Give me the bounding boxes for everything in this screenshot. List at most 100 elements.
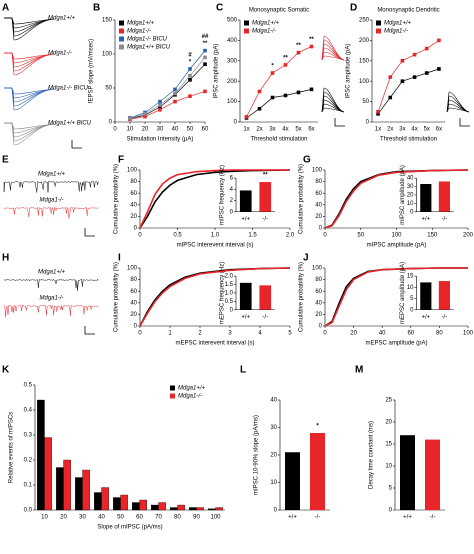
x-tick-label: 30 <box>79 515 86 521</box>
panel-letter: C <box>216 3 223 14</box>
y-tick-label: 20 <box>385 420 392 426</box>
y-tick-label: 200 <box>359 38 370 44</box>
x-axis-label: mEPSC amplitude (pA) <box>365 341 427 347</box>
y-tick-label: 0.0 <box>24 508 33 514</box>
y-axis-label: fEPSP slope (mV/msec) <box>89 39 95 103</box>
trace <box>4 52 55 76</box>
marker <box>388 75 393 79</box>
y-tick-label: 0 <box>410 307 414 313</box>
panel-letter: B <box>93 3 100 14</box>
bar <box>177 504 185 511</box>
marker <box>173 87 177 92</box>
trace-label: Mdga1-/- BICU <box>48 86 89 92</box>
legend-swatch <box>119 28 124 34</box>
trace-label: Mdga1+/+ BICU <box>48 121 92 127</box>
y-tick-label: 0 <box>274 508 278 514</box>
y-tick-label: 10 <box>407 201 414 207</box>
bar <box>82 469 90 511</box>
y-axis-label: IPSC amplitude (pA) <box>346 44 352 99</box>
y-tick-label: 60 <box>315 191 322 197</box>
x-tick-label: 0 <box>113 127 117 133</box>
y-tick-label: 100 <box>312 168 323 174</box>
trace <box>4 122 55 146</box>
x-tick-label: 80 <box>174 515 181 521</box>
y-tick-label: 150 <box>359 58 370 64</box>
x-tick-label: 100 <box>463 331 474 337</box>
marker <box>309 87 314 92</box>
marker <box>203 55 207 60</box>
y-tick-label: 50 <box>105 86 112 92</box>
bar <box>208 508 216 511</box>
x-tick-label: -/- <box>315 515 321 521</box>
y-tick-label: 5 <box>410 296 414 302</box>
y-tick-label: 60 <box>130 289 137 295</box>
bar <box>215 507 223 511</box>
marker <box>424 46 429 51</box>
x-tick-label: 100 <box>391 233 402 239</box>
legend-label: Mdga1+/+ <box>127 21 155 27</box>
legend-label: Mdga1+/+ <box>252 21 280 27</box>
marker <box>188 94 192 98</box>
bar <box>438 181 450 212</box>
scale-bar <box>84 228 95 237</box>
series-line <box>377 40 440 112</box>
y-axis-label: mIPSC frequency (Hz) <box>220 165 226 225</box>
y-tick-label: 0 <box>319 226 323 232</box>
y-tick-label: 100 <box>127 168 138 174</box>
y-axis-label: Cumulative probability (%) <box>114 164 120 234</box>
trace-label: Mdga1-/- <box>39 296 63 302</box>
y-tick-label: 100 <box>102 52 113 58</box>
x-tick-label: 40 <box>379 331 386 337</box>
y-tick-label: 80 <box>130 277 137 283</box>
legend-label: Mdga1-/- <box>127 29 151 35</box>
y-tick-label: 250 <box>359 18 370 24</box>
bar <box>63 459 71 511</box>
y-tick-label: 0.1 <box>24 483 33 489</box>
marker <box>244 115 249 119</box>
marker <box>270 95 275 100</box>
legend-swatch <box>170 393 175 399</box>
marker <box>158 99 162 104</box>
y-tick-label: 0 <box>410 209 414 215</box>
x-axis-label: mIPSC amplitude (pA) <box>367 243 427 249</box>
x-tick-label: 40 <box>172 127 179 133</box>
series-line <box>139 169 290 229</box>
x-tick-label: +/+ <box>403 515 412 521</box>
x-tick-label: +/+ <box>421 314 430 320</box>
x-tick-label: 4 <box>258 331 262 337</box>
y-tick-label: 10 <box>407 285 414 291</box>
y-tick-label: 500 <box>227 18 238 24</box>
x-tick-label: 6x <box>436 127 442 133</box>
marker <box>400 59 405 63</box>
y-tick-label: 80 <box>315 179 322 185</box>
y-tick-label: 20 <box>270 453 277 459</box>
series-line <box>139 267 291 327</box>
y-tick-label: 150 <box>102 18 113 24</box>
y-tick-label: 0.3 <box>24 433 33 439</box>
marker <box>296 90 301 95</box>
annotation: ** <box>309 37 314 43</box>
trace <box>4 122 55 134</box>
y-tick-label: 0 <box>234 120 238 126</box>
legend-swatch <box>244 20 249 26</box>
annotation: * <box>271 64 274 70</box>
y-tick-label: 100 <box>312 266 323 272</box>
y-tick-label: 300 <box>227 58 238 64</box>
marker <box>158 105 162 109</box>
scale-bar <box>459 118 470 127</box>
x-axis-label: mEPSC interevent interval (s) <box>175 341 254 347</box>
x-axis-label: Threshold stimulation <box>250 137 307 143</box>
x-tick-label: 5 <box>288 331 292 337</box>
marker <box>203 62 207 66</box>
trace <box>4 17 55 29</box>
y-tick-label: 1.0 <box>225 291 234 297</box>
x-tick-label: 1.0 <box>211 233 220 239</box>
bar <box>158 502 166 511</box>
panel-letter: G <box>303 155 311 166</box>
series-line <box>129 50 206 119</box>
bar <box>170 507 178 511</box>
x-tick-label: +/+ <box>288 515 297 521</box>
marker <box>188 73 192 78</box>
marker <box>203 48 207 53</box>
x-tick-label: 6x <box>308 127 314 133</box>
